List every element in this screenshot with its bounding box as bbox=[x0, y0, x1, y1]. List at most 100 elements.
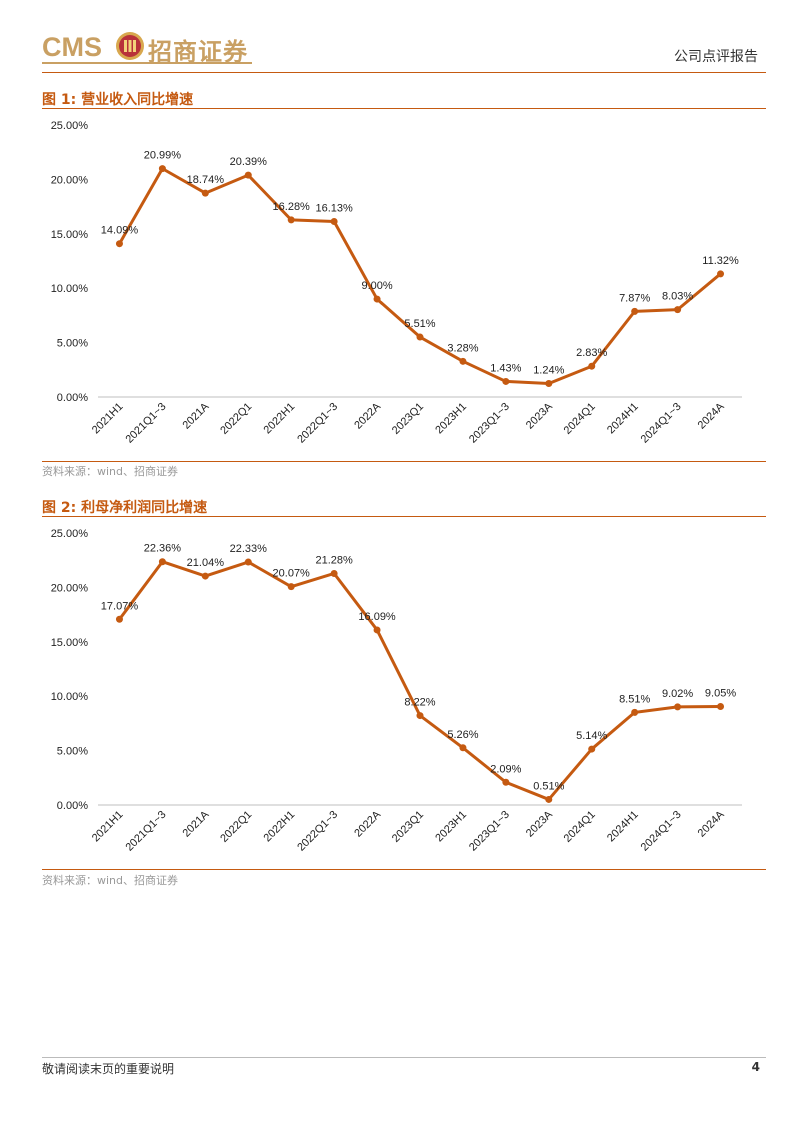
logo-cms-text: CMS bbox=[42, 32, 102, 62]
x-tick-label: 2021A bbox=[180, 808, 211, 839]
x-tick-label: 2021A bbox=[180, 400, 211, 431]
figure-1-chart: 0.00% 5.00% 10.00% 15.00% 20.00% 25.00% 2021H1… bbox=[51, 120, 742, 446]
x-tick-label: 2023H1 bbox=[433, 401, 469, 437]
x-tick-label: 2021Q1~3 bbox=[123, 809, 168, 854]
y-tick-label: 15.00% bbox=[51, 637, 89, 649]
x-tick-label: 2023Q1~3 bbox=[467, 401, 512, 446]
data-point bbox=[631, 307, 639, 315]
y-tick-label: 25.00% bbox=[51, 120, 89, 132]
x-tick-label: 2021H1 bbox=[90, 401, 126, 437]
data-point bbox=[373, 295, 381, 303]
data-point bbox=[158, 558, 166, 566]
data-label: 16.13% bbox=[315, 203, 353, 215]
data-label: 11.32% bbox=[702, 255, 739, 267]
figure-2-bottom-rule bbox=[42, 869, 766, 870]
data-label: 3.28% bbox=[447, 342, 478, 354]
data-label: 9.00% bbox=[361, 280, 392, 292]
x-tick-label: 2022H1 bbox=[262, 809, 298, 845]
x-tick-label: 2024A bbox=[696, 808, 727, 839]
x-tick-label: 2023A bbox=[524, 400, 555, 431]
data-point bbox=[330, 569, 338, 577]
data-point bbox=[244, 171, 252, 179]
data-point bbox=[373, 626, 381, 634]
data-label: 2.83% bbox=[576, 347, 607, 359]
figure-2-top-rule bbox=[42, 516, 766, 517]
data-label: 8.51% bbox=[619, 693, 650, 705]
data-label: 5.51% bbox=[404, 318, 435, 330]
logo-emblem-icon bbox=[116, 32, 144, 60]
data-point bbox=[244, 558, 252, 566]
x-tick-label: 2022A bbox=[352, 808, 383, 839]
x-tick-label: 2022Q1 bbox=[218, 809, 254, 845]
figure-1-source: 资料来源：wind、招商证券 bbox=[42, 465, 179, 478]
data-point bbox=[416, 712, 424, 720]
x-tick-label: 2024Q1 bbox=[562, 809, 598, 845]
x-tick-label: 2024Q1~3 bbox=[639, 401, 684, 446]
x-tick-label: 2023Q1~3 bbox=[467, 809, 512, 854]
data-point bbox=[588, 362, 596, 370]
x-tick-label: 2021H1 bbox=[90, 809, 126, 845]
x-tick-label: 2022Q1~3 bbox=[295, 401, 340, 446]
data-point bbox=[115, 615, 123, 623]
data-point bbox=[201, 189, 209, 197]
data-point bbox=[287, 583, 295, 591]
data-label: 5.14% bbox=[576, 730, 607, 742]
data-label: 14.09% bbox=[101, 225, 139, 237]
figure-2-chart: 0.00% 5.00% 10.00% 15.00% 20.00% 25.00% 2021H1… bbox=[51, 528, 742, 854]
data-label: 21.04% bbox=[187, 557, 225, 569]
data-point bbox=[545, 380, 553, 388]
data-point bbox=[201, 572, 209, 580]
data-point bbox=[287, 216, 295, 224]
y-tick-label: 15.00% bbox=[51, 229, 89, 241]
data-point bbox=[717, 270, 725, 278]
data-point bbox=[502, 778, 510, 786]
data-point bbox=[459, 357, 467, 365]
data-point bbox=[459, 744, 467, 752]
y-tick-label: 0.00% bbox=[57, 392, 88, 404]
footer-disclaimer: 敬请阅读末页的重要说明 bbox=[42, 1062, 175, 1076]
data-label: 16.09% bbox=[358, 611, 396, 623]
data-point bbox=[631, 708, 639, 716]
y-tick-label: 25.00% bbox=[51, 528, 89, 540]
figure-1-title: 图 1: 营业收入同比增速 bbox=[42, 92, 194, 108]
data-label: 9.02% bbox=[662, 688, 693, 700]
x-tick-label: 2022H1 bbox=[262, 401, 298, 437]
data-point bbox=[158, 165, 166, 173]
header-divider bbox=[42, 72, 766, 73]
data-label: 1.43% bbox=[490, 362, 521, 374]
series-line bbox=[118, 560, 721, 801]
data-label: 17.07% bbox=[101, 600, 139, 612]
y-tick-label: 10.00% bbox=[51, 691, 89, 703]
data-label: 16.28% bbox=[273, 201, 311, 213]
data-label: 8.22% bbox=[404, 697, 435, 709]
figure-1-top-rule bbox=[42, 108, 766, 109]
logo-cn-text: 招商证券 bbox=[148, 37, 248, 66]
y-tick-label: 10.00% bbox=[51, 283, 89, 295]
y-tick-label: 0.00% bbox=[57, 800, 88, 812]
x-tick-label: 2024H1 bbox=[605, 809, 641, 845]
x-tick-label: 2022Q1~3 bbox=[295, 809, 340, 854]
x-tick-label: 2024Q1~3 bbox=[639, 809, 684, 854]
data-label: 22.36% bbox=[144, 543, 182, 555]
data-point bbox=[674, 306, 682, 314]
data-point bbox=[545, 795, 553, 803]
x-tick-label: 2021Q1~3 bbox=[123, 401, 168, 446]
data-label: 2.09% bbox=[490, 763, 521, 775]
report-type-label: 公司点评报告 bbox=[674, 49, 758, 65]
data-label: 22.33% bbox=[230, 543, 268, 555]
y-tick-label: 5.00% bbox=[57, 746, 88, 758]
data-label: 5.26% bbox=[447, 729, 478, 741]
figure-1-bottom-rule bbox=[42, 461, 766, 462]
series-line bbox=[118, 167, 722, 386]
y-tick-label: 5.00% bbox=[57, 338, 88, 350]
data-label: 7.87% bbox=[619, 292, 650, 304]
x-tick-label: 2022Q1 bbox=[218, 401, 254, 437]
x-tick-label: 2024A bbox=[696, 400, 727, 431]
data-label: 8.03% bbox=[662, 291, 693, 303]
data-label: 21.28% bbox=[315, 554, 353, 566]
x-tick-label: 2024Q1 bbox=[562, 401, 598, 437]
x-tick-label: 2023Q1 bbox=[390, 809, 426, 845]
figure-2-title: 图 2: 利母净利润同比增速 bbox=[42, 500, 208, 516]
data-point bbox=[115, 240, 123, 248]
x-tick-label: 2022A bbox=[352, 400, 383, 431]
